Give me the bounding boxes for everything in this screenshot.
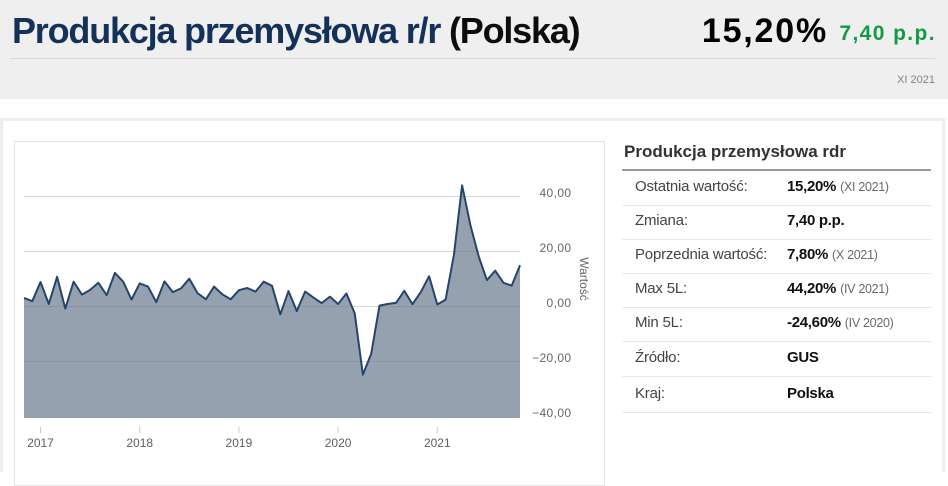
svg-text:Wartość: Wartość [577, 257, 591, 301]
svg-text:20,00: 20,00 [539, 241, 571, 255]
svg-text:0,00: 0,00 [547, 296, 572, 310]
svg-text:40,00: 40,00 [539, 186, 571, 200]
svg-text:−40,00: −40,00 [532, 406, 571, 420]
svg-text:2021: 2021 [424, 436, 451, 450]
svg-text:−20,00: −20,00 [532, 351, 571, 365]
svg-text:2018: 2018 [126, 436, 153, 450]
svg-text:2017: 2017 [27, 436, 54, 450]
svg-text:2020: 2020 [325, 436, 352, 450]
svg-text:2019: 2019 [226, 436, 253, 450]
